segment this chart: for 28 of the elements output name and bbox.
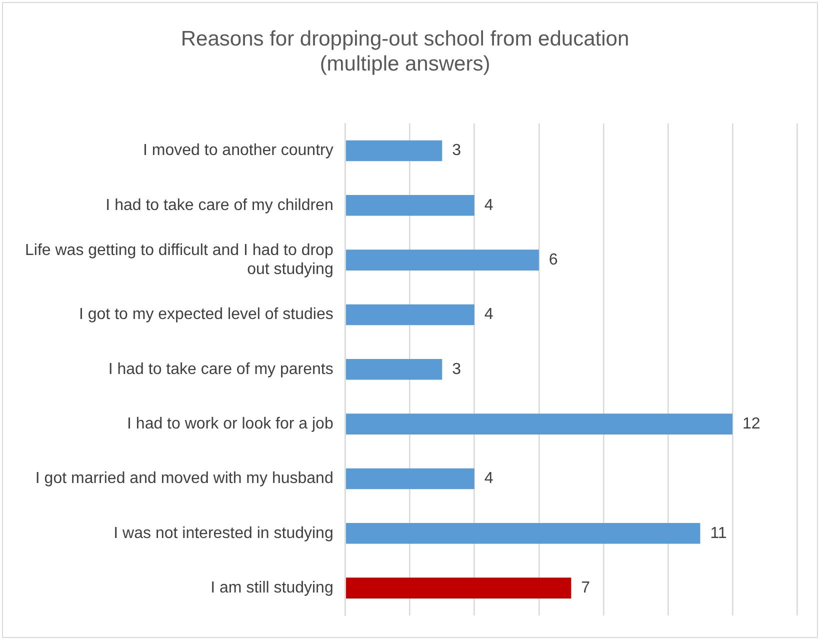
y-tick-label: I moved to another country — [143, 142, 334, 160]
data-label: 12 — [742, 415, 760, 432]
bar — [346, 195, 474, 216]
y-tick-label: I had to work or look for a job — [127, 415, 334, 432]
data-label: 4 — [484, 306, 494, 324]
bar — [346, 304, 474, 326]
bar — [346, 359, 442, 380]
bar — [346, 468, 474, 490]
y-tick-label: Life was getting to difficult and I had to drop out studying — [24, 242, 334, 278]
bar — [346, 578, 572, 598]
data-label: 4 — [484, 470, 494, 488]
y-tick-label: I got married and moved with my husband — [35, 470, 334, 488]
y-tick-label: I got to my expected level of studies — [78, 306, 334, 324]
data-label: 11 — [710, 524, 727, 542]
y-tick-label: I was not interested in studying — [114, 524, 334, 542]
chart-title: Reasons for dropping-out school from education (multiple answers) — [180, 27, 630, 76]
data-label: 4 — [484, 196, 494, 214]
data-label: 6 — [548, 251, 558, 268]
data-label: 3 — [452, 360, 462, 378]
y-tick-label: I had to take care of my children — [106, 196, 334, 214]
bar — [346, 250, 539, 270]
bar — [346, 140, 442, 162]
y-tick-label: I am still studying — [210, 579, 334, 596]
data-label: 3 — [452, 142, 462, 160]
data-label: 7 — [581, 579, 590, 596]
bar — [346, 523, 700, 544]
y-tick-label: I had to take care of my parents — [108, 360, 334, 378]
bar — [346, 414, 732, 434]
